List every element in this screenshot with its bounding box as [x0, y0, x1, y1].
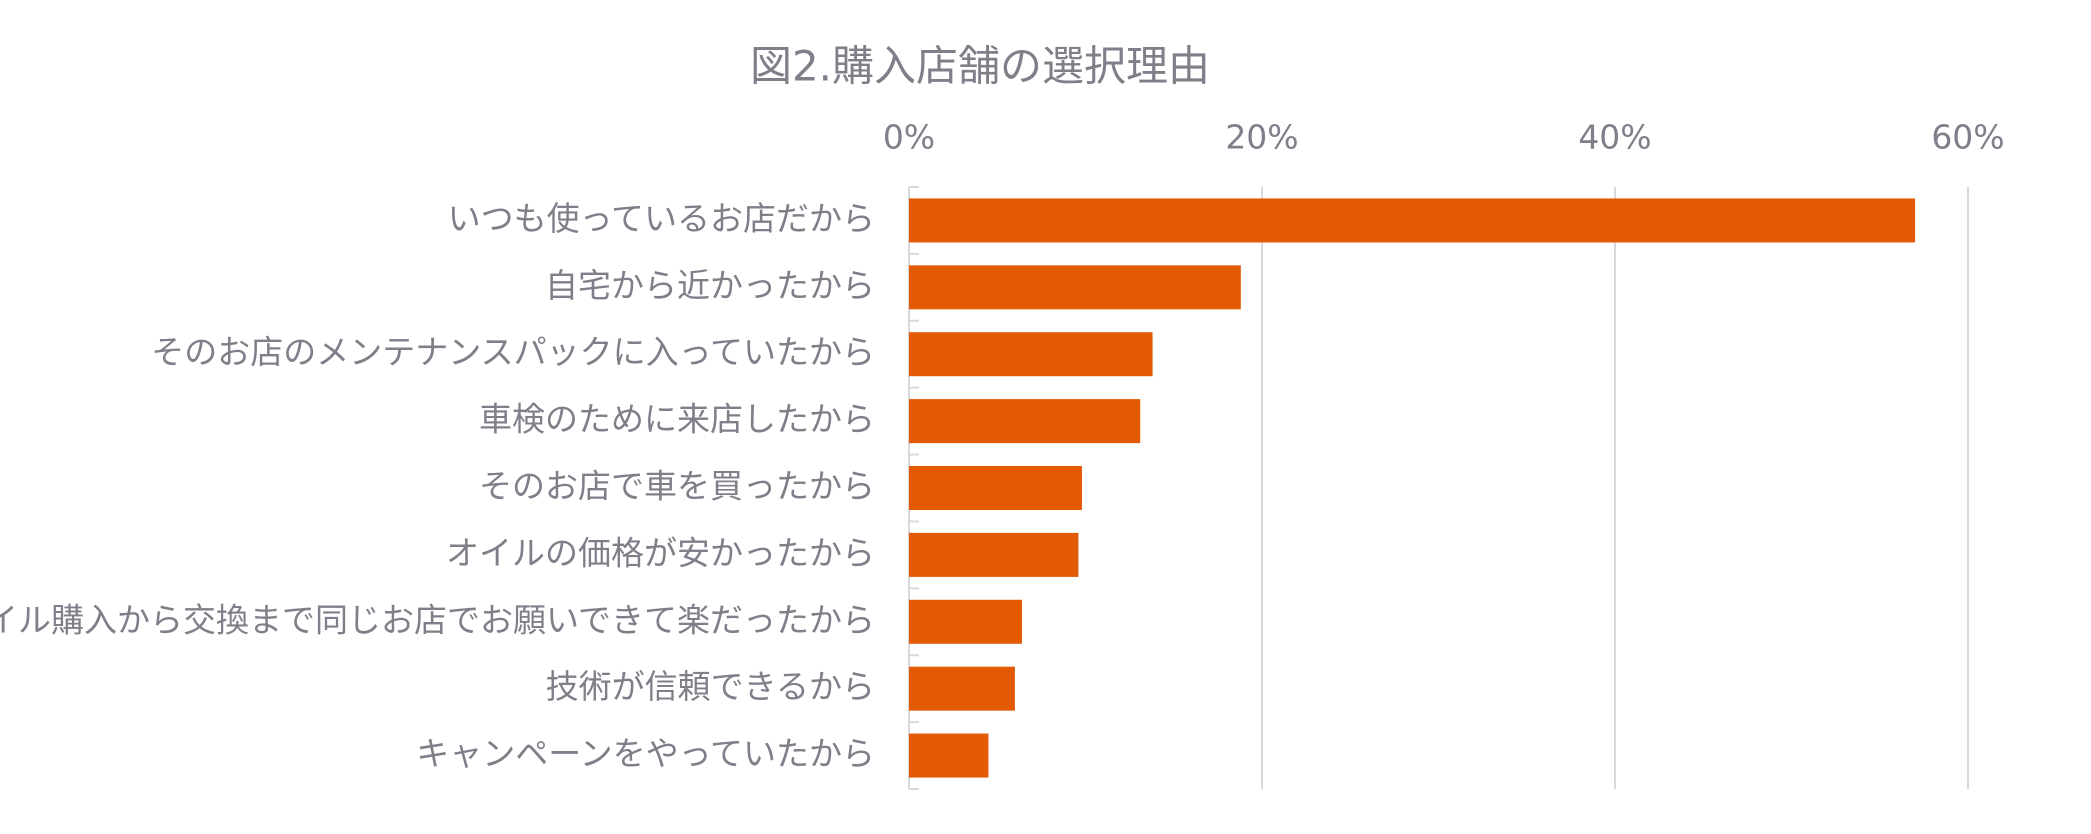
bar: [909, 532, 1079, 577]
y-tick-label: そのお店のメンテナンスパックに入っていたから: [151, 333, 875, 372]
x-tick-label: 0%: [883, 118, 935, 157]
bar: [909, 599, 1022, 644]
y-tick-label: いつも使っているお店だから: [448, 199, 875, 238]
y-tick-label: 自宅から近かったから: [545, 266, 875, 305]
y-tick-label: オイル購入から交換まで同じお店でお願いできて楽だったから: [0, 600, 875, 639]
bar: [909, 733, 989, 778]
bar: [909, 332, 1153, 377]
chart-title: 図2.購入店舗の選択理由: [750, 42, 1210, 91]
bar: [909, 265, 1241, 310]
y-tick-label: 技術が信頼できるから: [546, 667, 875, 706]
y-tick-label: そのお店で車を買ったから: [479, 467, 875, 506]
y-tick-label: キャンペーンをやっていたから: [416, 734, 875, 773]
x-tick-label: 40%: [1578, 118, 1651, 157]
y-tick-label: オイルの価格が安かったから: [446, 533, 875, 572]
x-tick-label: 60%: [1931, 118, 2004, 157]
x-tick-label: 20%: [1225, 118, 1298, 157]
bar: [909, 198, 1916, 243]
bar: [909, 399, 1141, 444]
bar: [909, 666, 1015, 711]
y-tick-label: 車検のために来店したから: [479, 400, 875, 439]
bar: [909, 466, 1082, 510]
